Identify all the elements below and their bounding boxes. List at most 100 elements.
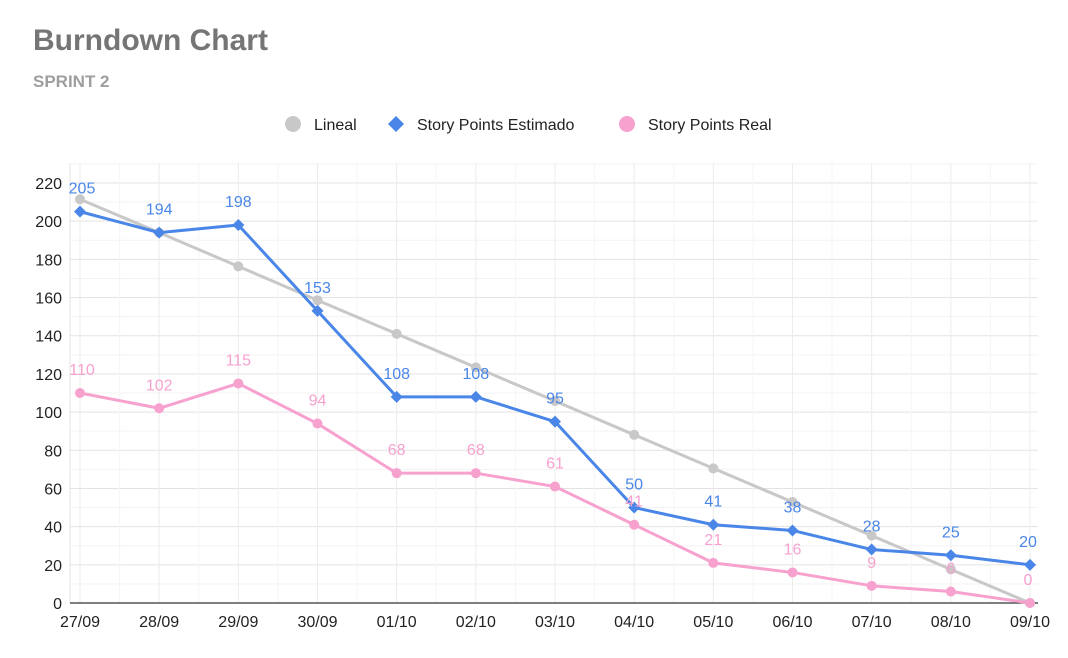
data-point	[866, 530, 877, 541]
data-point	[470, 362, 481, 373]
data-point	[391, 468, 402, 479]
x-tick-label: 01/10	[377, 614, 417, 631]
chart-subtitle: SPRINT 2	[33, 72, 110, 91]
x-tick-label: 09/10	[1010, 614, 1050, 631]
legend-marker	[619, 116, 635, 132]
data-label: 110	[69, 362, 95, 379]
data-label-layer: 110 102 115 94 68 68 61 41 21 16 9 6 0 205 194 198 153 10…	[69, 181, 1037, 589]
data-point	[75, 388, 85, 398]
x-tick-label: 03/10	[535, 614, 575, 631]
data-label: 41	[704, 494, 722, 511]
data-point	[312, 295, 323, 306]
y-tick-label: 20	[44, 558, 62, 575]
x-tick-label: 30/09	[297, 614, 337, 631]
data-label: 9	[867, 555, 876, 572]
data-label: 68	[388, 442, 406, 459]
data-point-diamond	[865, 543, 878, 556]
x-tick-label: 05/10	[693, 614, 733, 631]
legend-label: Story Points Estimado	[417, 117, 575, 134]
data-label: 0	[1024, 572, 1033, 589]
y-tick-label: 60	[44, 481, 62, 498]
data-point-diamond	[549, 415, 561, 428]
data-point	[550, 481, 560, 492]
y-tick-label: 40	[44, 520, 62, 537]
data-label: 6	[946, 561, 955, 578]
chart-title: Burndown Chart	[33, 24, 268, 57]
data-point	[629, 519, 640, 530]
data-point	[154, 403, 165, 414]
data-point-diamond	[707, 518, 720, 531]
data-point-diamond	[469, 390, 482, 403]
data-point	[787, 497, 798, 508]
data-label: 16	[784, 541, 802, 558]
data-point-diamond	[311, 304, 324, 317]
x-tick-label: 29/09	[218, 614, 258, 631]
data-point	[787, 567, 798, 578]
series-layer	[74, 194, 1036, 608]
data-label: 50	[625, 477, 643, 494]
x-tick-label: 02/10	[456, 614, 496, 631]
y-tick-label: 80	[44, 443, 62, 460]
data-point	[945, 564, 956, 575]
data-point-diamond	[1024, 558, 1036, 571]
y-tick-label: 140	[35, 329, 62, 346]
data-point-diamond	[786, 524, 799, 537]
data-point-diamond	[390, 390, 403, 403]
x-tick-label: 08/10	[931, 614, 971, 631]
x-tick-label: 28/09	[139, 614, 179, 631]
data-label: 21	[704, 532, 722, 549]
data-label: 115	[226, 352, 252, 369]
data-label: 68	[467, 442, 485, 459]
legend: Lineal Story Points Estimado Story Points …	[285, 116, 772, 134]
legend-label: Lineal	[314, 117, 357, 134]
data-point	[391, 328, 402, 339]
data-label: 95	[546, 391, 564, 408]
legend-label: Story Points Real	[648, 117, 772, 134]
x-tick-label: 06/10	[772, 614, 812, 631]
data-point-diamond	[232, 219, 245, 231]
y-tick-label: 160	[35, 291, 62, 308]
y-tick-label: 120	[35, 367, 62, 384]
x-tick-label: 07/10	[852, 614, 892, 631]
data-label: 153	[304, 280, 331, 297]
y-tick-label: 100	[35, 405, 62, 422]
data-point	[470, 468, 481, 479]
data-label: 108	[383, 366, 410, 383]
legend-marker	[285, 116, 301, 132]
data-point	[708, 557, 719, 568]
data-point	[1025, 598, 1035, 608]
data-point	[708, 463, 719, 474]
data-label: 205	[69, 181, 96, 198]
data-label: 102	[146, 377, 173, 394]
data-point	[233, 261, 244, 272]
y-tick-label: 180	[35, 252, 62, 269]
y-tick-label: 200	[35, 214, 62, 231]
data-label: 198	[225, 194, 252, 211]
data-point	[75, 194, 85, 205]
data-label: 41	[625, 494, 643, 511]
y-tick-label: 220	[35, 176, 62, 193]
x-tick-label: 04/10	[614, 614, 654, 631]
data-point-diamond	[153, 226, 166, 239]
legend-item: Story Points Estimado	[388, 116, 575, 134]
grid-layer	[69, 163, 1038, 603]
data-point-diamond	[74, 205, 86, 218]
data-point-diamond	[944, 549, 957, 562]
legend-item: Story Points Real	[619, 116, 772, 134]
data-label: 61	[546, 456, 564, 473]
data-point	[945, 586, 956, 597]
data-point	[866, 580, 877, 591]
data-point	[550, 396, 560, 407]
data-label: 20	[1019, 534, 1037, 551]
data-label: 194	[146, 202, 173, 219]
data-point	[233, 378, 244, 389]
data-label: 28	[863, 519, 881, 536]
data-label: 25	[942, 524, 960, 541]
data-point	[629, 429, 640, 440]
legend-item: Lineal	[285, 116, 357, 134]
legend-marker-diamond	[388, 116, 404, 132]
data-label: 108	[462, 366, 489, 383]
y-tick-label: 0	[53, 596, 62, 613]
